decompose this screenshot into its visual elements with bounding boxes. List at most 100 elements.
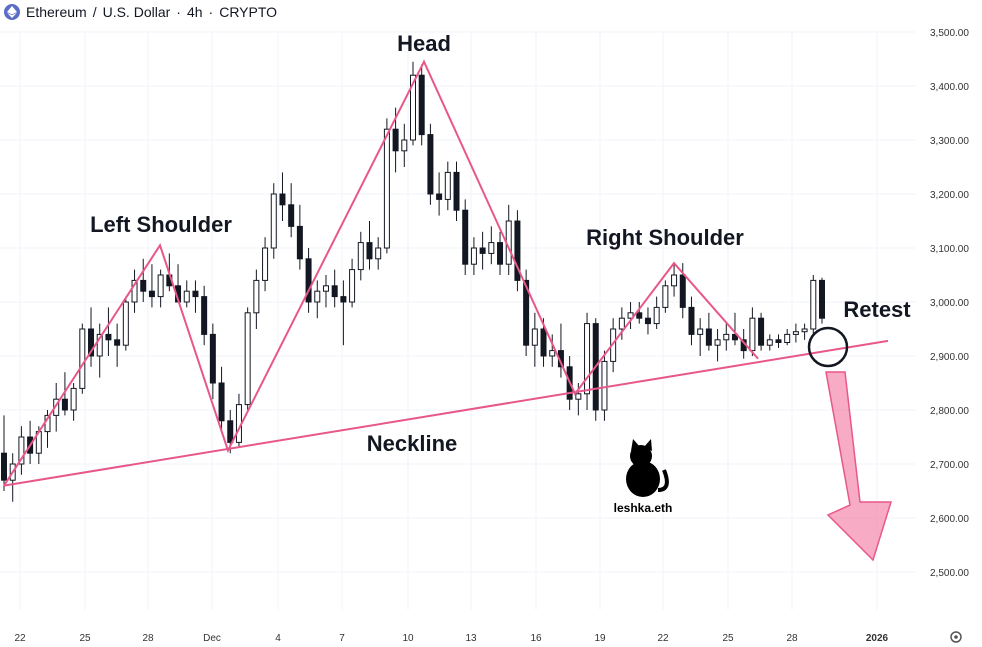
down-arrow-icon (825, 371, 893, 562)
candle (192, 280, 199, 313)
candle (105, 307, 112, 356)
candle (262, 237, 269, 292)
candle (792, 323, 799, 343)
separator: / (92, 4, 97, 20)
candle (366, 221, 373, 270)
retest-marker (807, 326, 893, 562)
candle (636, 302, 643, 324)
head-and-shoulders-pattern (3, 59, 889, 487)
candle (114, 323, 121, 367)
y-tick-label: 3,000.00 (930, 298, 969, 309)
y-tick-label: 2,800.00 (930, 406, 969, 417)
candle (270, 183, 277, 259)
candle (584, 312, 591, 410)
chart-grid (0, 31, 915, 610)
x-tick-label: 10 (402, 633, 414, 644)
retest-circle (807, 326, 849, 368)
separator: · (208, 4, 214, 20)
candle (784, 329, 791, 346)
y-tick-label: 2,500.00 (930, 568, 969, 579)
x-tick-label: 13 (465, 633, 477, 644)
candle (819, 277, 825, 324)
candle (401, 123, 408, 167)
left-shoulder-label: Left Shoulder (90, 212, 232, 237)
head-label: Head (397, 31, 451, 56)
ethereum-logo-icon (4, 4, 20, 20)
y-tick-label: 3,100.00 (930, 244, 969, 255)
x-tick-label: 25 (722, 633, 734, 644)
candle (61, 372, 68, 416)
x-tick-label: 22 (14, 633, 26, 644)
candle (688, 296, 695, 346)
candle (340, 280, 347, 346)
cat-silhouette-icon (626, 439, 669, 497)
x-tick-label: 7 (339, 633, 345, 644)
candle (131, 269, 138, 313)
watermark: leshka.eth (614, 439, 673, 515)
candle (79, 323, 86, 394)
candle (296, 204, 303, 270)
candle (209, 323, 216, 400)
candle (810, 275, 817, 335)
candle (462, 199, 469, 275)
candle (766, 334, 773, 351)
candle (244, 307, 251, 410)
candle (122, 296, 129, 351)
candle (288, 183, 295, 238)
y-tick-label: 2,700.00 (930, 460, 969, 471)
candle (749, 307, 756, 356)
symbol-name: Ethereum (26, 4, 87, 20)
candle (436, 172, 443, 216)
candle (201, 285, 208, 346)
y-tick-label: 3,400.00 (930, 82, 969, 93)
x-tick-label: 28 (142, 633, 154, 644)
x-tick-label: 25 (79, 633, 91, 644)
candle (218, 366, 225, 432)
candle (453, 161, 460, 221)
pattern-line (3, 59, 759, 487)
candle (479, 231, 486, 270)
candle (497, 231, 504, 275)
gear-icon[interactable] (950, 631, 962, 643)
y-axis: 3,500.00 3,400.00 3,300.00 3,200.00 3,100.00… (930, 28, 969, 579)
candle (140, 258, 147, 302)
candle (801, 323, 808, 340)
candle (627, 302, 634, 329)
x-tick-label: Dec (203, 633, 221, 644)
candle (183, 280, 190, 308)
candle (331, 269, 338, 308)
candle (723, 323, 730, 351)
candle (601, 350, 608, 421)
candle (427, 123, 434, 205)
candle (418, 64, 425, 146)
y-tick-label: 2,600.00 (930, 514, 969, 525)
candle (444, 161, 451, 211)
candle (549, 334, 556, 367)
retest-label: Retest (843, 297, 911, 322)
y-tick-label: 3,500.00 (930, 28, 969, 39)
x-tick-label: 16 (530, 633, 542, 644)
right-shoulder-label: Right Shoulder (586, 225, 744, 250)
y-tick-label: 2,900.00 (930, 352, 969, 363)
candle (279, 172, 286, 221)
chart-header: Ethereum / U.S. Dollar · 4h · CRYPTO (4, 2, 277, 22)
separator: · (176, 4, 181, 20)
interval: 4h (186, 4, 203, 20)
neckline-line (3, 339, 889, 487)
candle (70, 383, 77, 421)
x-tick-label: 4 (275, 633, 281, 644)
candle (157, 269, 164, 308)
x-tick-label: 22 (657, 633, 669, 644)
candle (653, 296, 660, 329)
candle (705, 312, 712, 351)
neckline-label: Neckline (367, 431, 458, 456)
candle (410, 61, 416, 146)
exchange: CRYPTO (219, 4, 278, 20)
candle (305, 248, 312, 313)
candle (18, 426, 25, 475)
candle (96, 323, 103, 378)
candle (470, 237, 477, 275)
watermark-text: leshka.eth (614, 501, 673, 515)
candle (148, 264, 155, 308)
